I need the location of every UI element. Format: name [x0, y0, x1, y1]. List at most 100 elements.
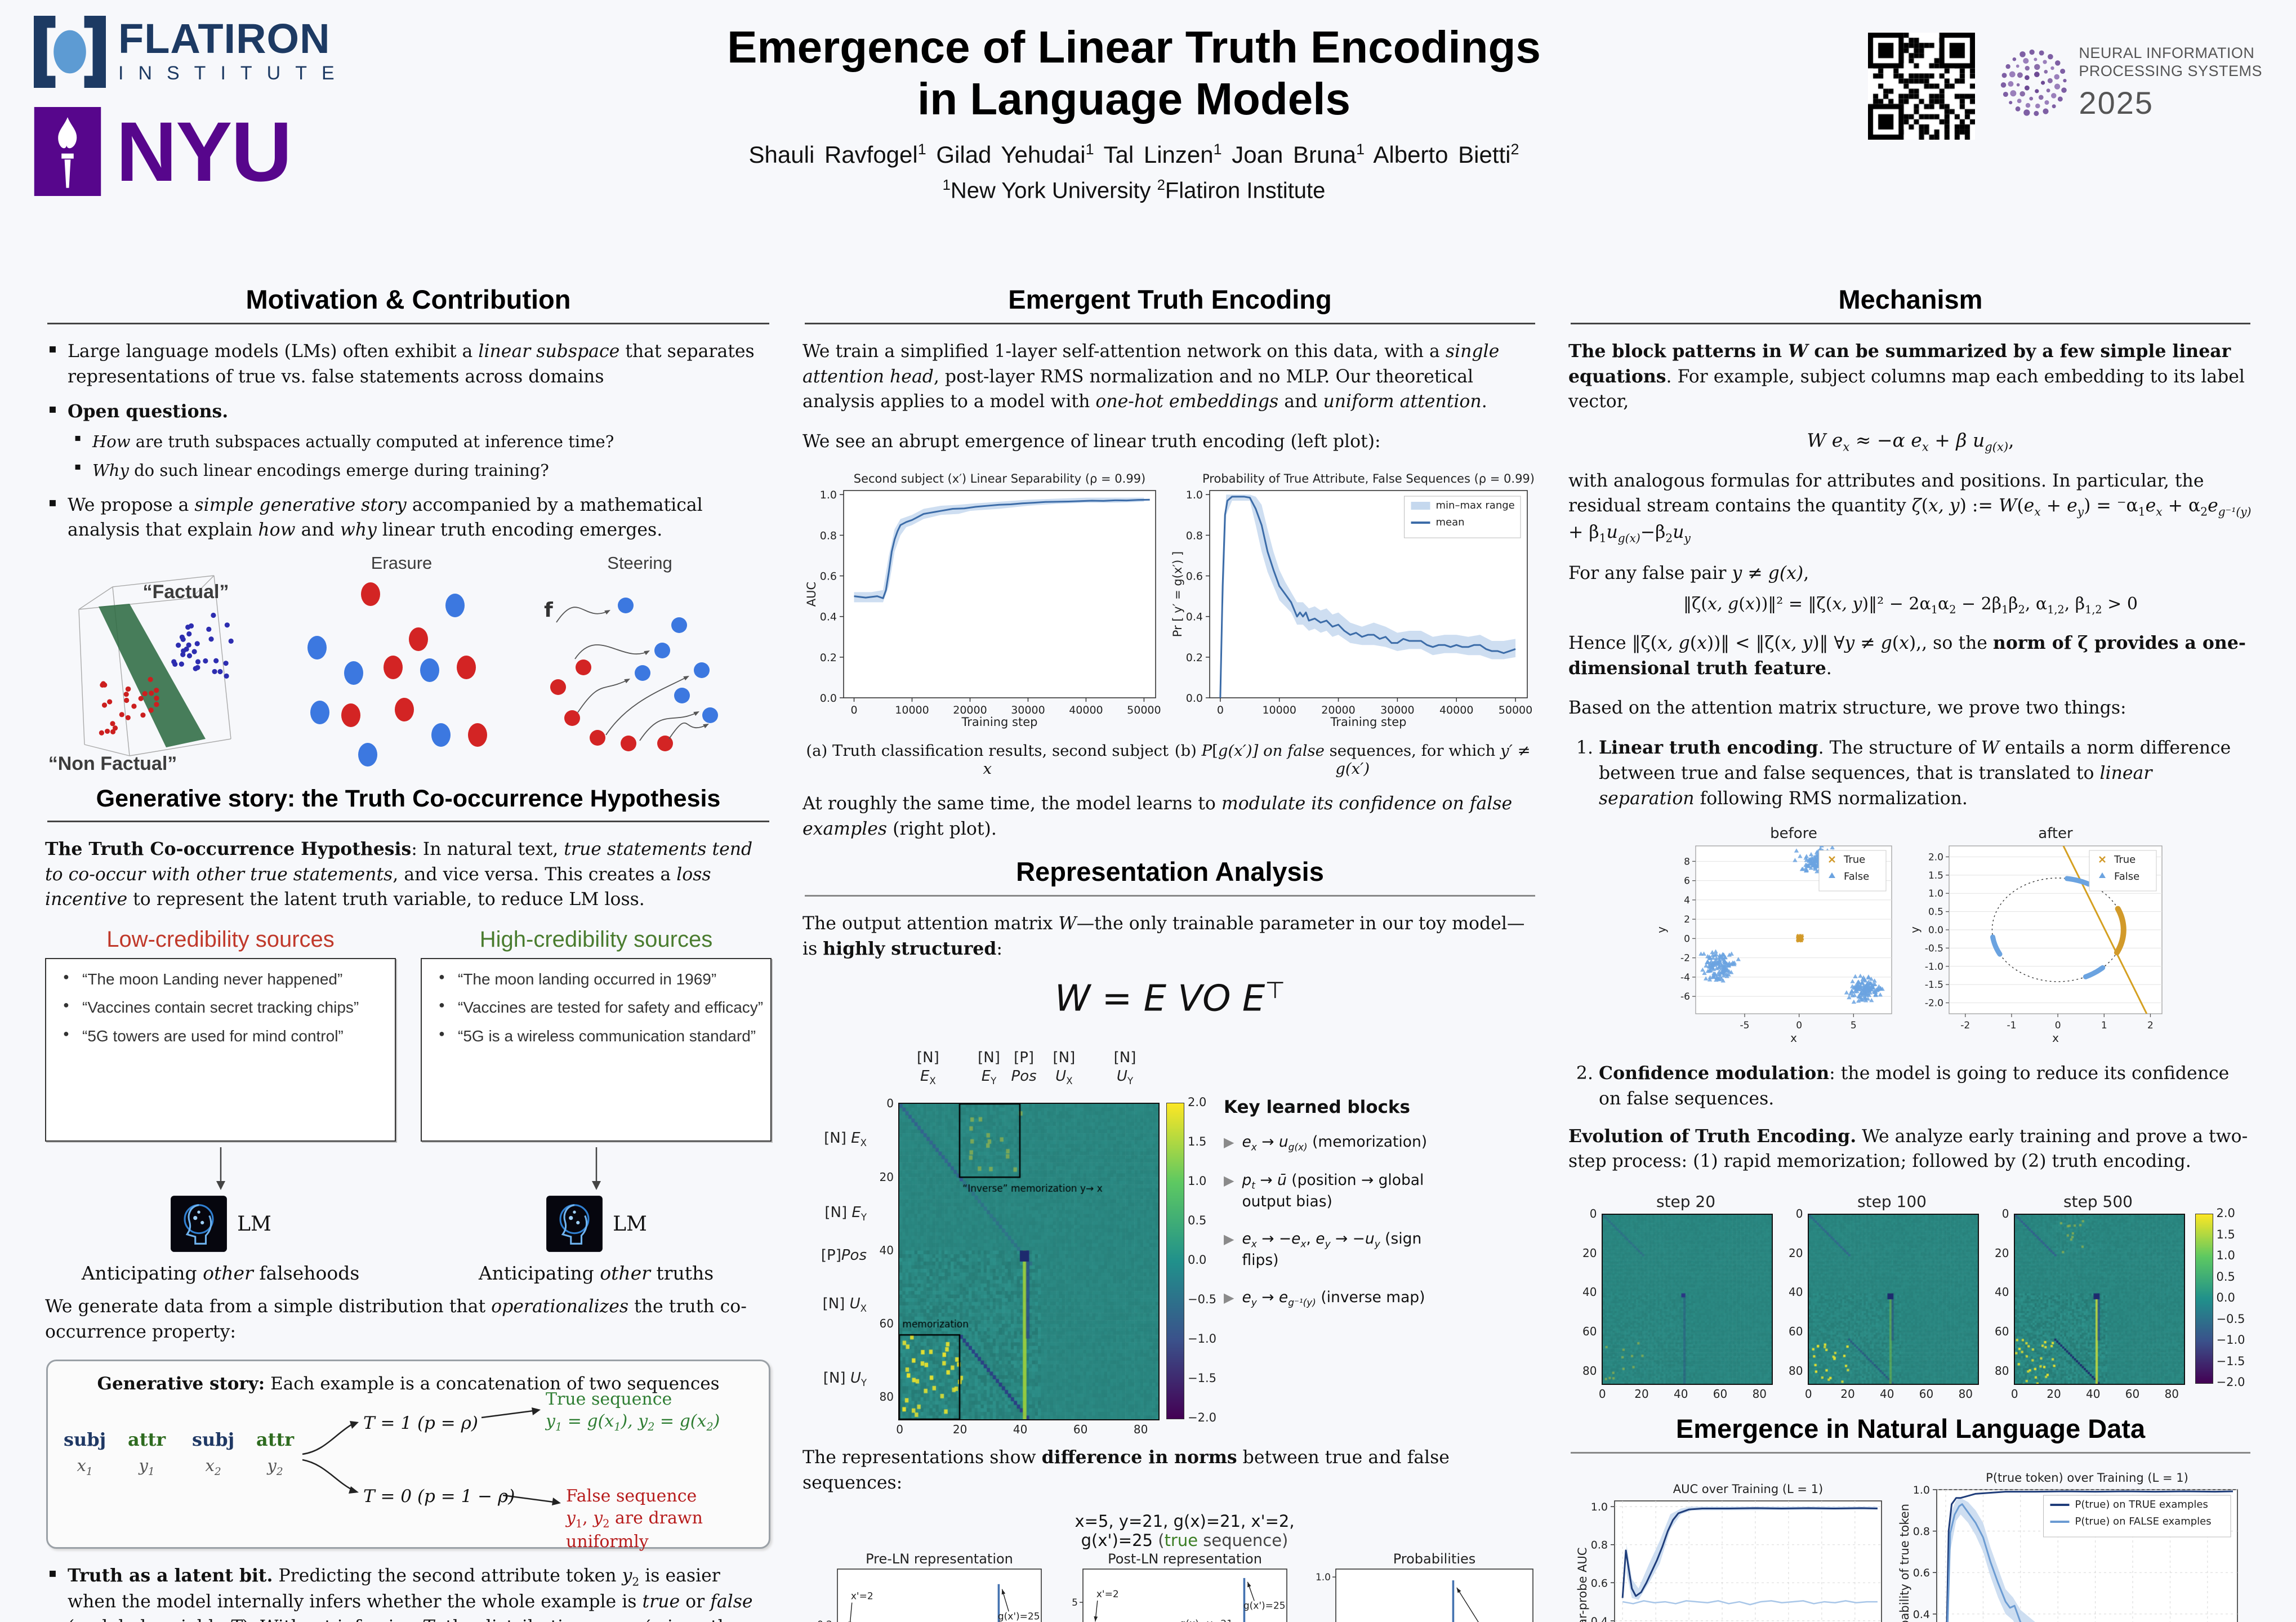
svg-text:1.5: 1.5	[1928, 870, 1943, 881]
svg-text:-2: -2	[1960, 1020, 1970, 1031]
svg-text:1: 1	[2101, 1020, 2107, 1031]
highcred-item: “5G is a wireless communication standard…	[426, 1026, 765, 1046]
affiliation-logos: FLATIRON INSTITUTE NYU	[34, 16, 451, 196]
svg-text:Linear-probe AUC: Linear-probe AUC	[1576, 1548, 1589, 1622]
svg-text:0.0: 0.0	[819, 692, 836, 705]
rep-p: The output attention matrix W—the only t…	[803, 914, 1525, 960]
svg-text:P(true token) over Training (L: P(true token) over Training (L = 1)	[1986, 1471, 2188, 1485]
svg-text:30000: 30000	[1380, 704, 1414, 716]
header-right: NEURAL INFORMATION PROCESSING SYSTEMS 20…	[1817, 16, 2262, 140]
mech-p1: The block patterns in W can be summarize…	[1568, 341, 2245, 412]
svg-text:Probability of True Attribute,: Probability of True Attribute, False Seq…	[1202, 472, 1535, 485]
title-line1: Emergence of Linear Truth Encodings	[727, 22, 1541, 72]
nl-auc-chart: 0.00.20.40.60.81.00250050007500100001250…	[1575, 1480, 1891, 1622]
poster-title: Emergence of Linear Truth Encodings in L…	[451, 21, 1817, 125]
svg-text:P(true) on TRUE examples: P(true) on TRUE examples	[2075, 1499, 2208, 1510]
column-emergent: Emergent Truth Encoding We train a simpl…	[803, 279, 1537, 1622]
svg-text:0: 0	[1216, 704, 1223, 716]
svg-text:-5: -5	[1740, 1020, 1749, 1031]
w-matrix-heatmap: 0 0 20 20 40 40 60 60 80 80 [N] EX [N] EY [P] Pos [N] UX[…	[803, 1030, 1162, 1441]
svg-text:min–max range: min–max range	[1435, 500, 1514, 511]
highcred-box: “The moon landing occurred in 1969” “Vac…	[421, 958, 772, 1142]
authors: Shauli Ravfogel1 Gilad Yehudai1 Tal Linz…	[748, 141, 1519, 168]
highcred-column: High-credibility sources “The moon landi…	[421, 927, 772, 1254]
hypothesis-text: The Truth Co-occurrence Hypothesis: In n…	[45, 838, 753, 910]
svg-text:20000: 20000	[1321, 704, 1355, 716]
section-title: Representation Analysis	[1016, 857, 1324, 887]
true-attr-prob-chart: 0.0 0.2 0.4 0.6 0.8 1.0 0 10000 20000 30000 40000 5…	[1170, 469, 1536, 736]
emergent-captions: (a) Truth classification results, second…	[806, 742, 1534, 778]
svg-text:x'=2: x'=2	[851, 1590, 873, 1602]
svg-text:20000: 20000	[953, 704, 987, 716]
motivation-bullets: Large language models (LMs) often exhibi…	[45, 339, 772, 543]
qr-code	[1868, 33, 1976, 140]
factual-3d-plot: “Factual” “Non Factual”	[48, 575, 234, 774]
svg-text:0.6: 0.6	[1185, 570, 1202, 582]
step500-heatmap: step 500 0 0 20 20 40 40 60 60 80 80	[1985, 1189, 2187, 1405]
svg-text:0.4: 0.4	[819, 611, 836, 623]
erasure-panel: Erasure	[286, 553, 517, 779]
rep-row1-titles: Pre-LN representation0.00.2020406080x'=2…	[803, 1510, 1537, 1622]
svg-text:AUC: AUC	[805, 582, 818, 607]
mech-item1: Linear truth encoding. The structure of …	[1599, 736, 2253, 811]
svg-text:Second subject (x′) Linear Sep: Second subject (x′) Linear Separability …	[853, 472, 1145, 485]
section-title: Mechanism	[1838, 284, 1983, 314]
token-subj1: subj x1	[64, 1428, 106, 1478]
emergent-p2: We see an abrupt emergence of linear tru…	[803, 431, 1381, 452]
caption-b: (b) P[g(x′)] on false sequences, for whi…	[1174, 741, 1531, 778]
lm-row: LM	[45, 1195, 396, 1253]
triangle-icon: ▶	[1224, 1231, 1234, 1247]
highcred-item: “Vaccines are tested for safety and effi…	[426, 997, 765, 1018]
svg-text:-1.5: -1.5	[1924, 979, 1943, 991]
svg-text:0.0: 0.0	[1185, 692, 1202, 705]
latent-bit-bullet: Truth as a latent bit. Predicting the se…	[45, 1563, 772, 1622]
svg-text:Training step: Training step	[1330, 715, 1406, 729]
svg-text:0: 0	[2054, 1020, 2061, 1031]
svg-text:6: 6	[1684, 876, 1690, 887]
emergent-p3: At roughly the same time, the model lear…	[803, 793, 1513, 839]
svg-text:Post-LN representation: Post-LN representation	[1108, 1551, 1262, 1567]
svg-text:1.0: 1.0	[819, 489, 836, 501]
affiliations: 1New York University 2Flatiron Institute	[942, 177, 1326, 203]
column-mechanism: Mechanism The block patterns in W can be…	[1568, 279, 2253, 1622]
lowcred-box: “The moon Landing never happened” “Vacci…	[45, 958, 396, 1142]
svg-text:0.5: 0.5	[1928, 907, 1943, 918]
svg-text:after: after	[2038, 825, 2073, 842]
false-sequence-block: False sequence y1, y2 are drawn uniformly	[566, 1486, 703, 1552]
w-formula: W = E VO E⊤	[1055, 976, 1285, 1020]
svg-text:“Factual”: “Factual”	[142, 581, 229, 603]
svg-text:0.0: 0.0	[1928, 925, 1943, 936]
section-generative-story: Generative story: the Truth Co-occurrenc…	[45, 785, 772, 822]
caption-a: (a) Truth classification results, second…	[806, 741, 1169, 778]
svg-text:x: x	[2052, 1031, 2059, 1045]
svg-text:False: False	[1844, 871, 1869, 883]
mech-eq2: ‖ζ(x, g(x))‖² = ‖ζ(x, y)‖² − 2α1α2 − 2β1…	[1683, 594, 2138, 616]
svg-text:“Non Factual”: “Non Factual”	[48, 753, 177, 774]
neurips-mark-icon	[2001, 49, 2067, 116]
svg-text:2: 2	[1684, 914, 1690, 925]
svg-text:g(x)=y=21: g(x)=y=21	[1180, 1618, 1233, 1622]
neurips-line2: PROCESSING SYSTEMS	[2079, 63, 2262, 80]
steering-panel: Steering f	[521, 553, 758, 779]
svg-text:10000: 10000	[895, 704, 929, 716]
genbox-title: Generative story: Each example is a conc…	[97, 1373, 720, 1394]
svg-text:0: 0	[1684, 934, 1690, 945]
svg-text:0: 0	[850, 704, 857, 716]
mech-p3: For any false pair y ≠ g(x),	[1568, 563, 1809, 584]
svg-text:-2: -2	[1680, 953, 1690, 964]
svg-text:y: y	[1655, 926, 1668, 933]
w-matrix-figure: 0 0 20 20 40 40 60 60 80 80 [N] EX [N] EY [P] Pos [N] UX[…	[803, 1030, 1537, 1441]
intro-figure: “Factual” “Non Factual” Erasure Steering …	[45, 553, 772, 781]
svg-text:0.2: 0.2	[819, 652, 836, 664]
svg-text:1.0: 1.0	[1185, 489, 1202, 501]
section-motivation: Motivation & Contribution	[45, 284, 772, 324]
svg-text:f: f	[544, 599, 553, 622]
svg-text:1.0: 1.0	[1928, 889, 1943, 900]
keyblock-item: ▶ ex → ug(x) (memorization)	[1224, 1133, 1428, 1153]
lowcred-item: “The moon Landing never happened”	[51, 969, 389, 990]
mech-hence: Hence ‖ζ(x, g(x))‖ < ‖ζ(x, y)‖ ∀y ≠ g(x)…	[1568, 632, 2246, 679]
title-line2: in Language Models	[917, 74, 1350, 124]
poster-body: Motivation & Contribution Large language…	[0, 270, 2296, 1622]
key-learned-blocks: Key learned blocks ▶ ex → ug(x) (memoriza…	[1224, 1030, 1460, 1326]
